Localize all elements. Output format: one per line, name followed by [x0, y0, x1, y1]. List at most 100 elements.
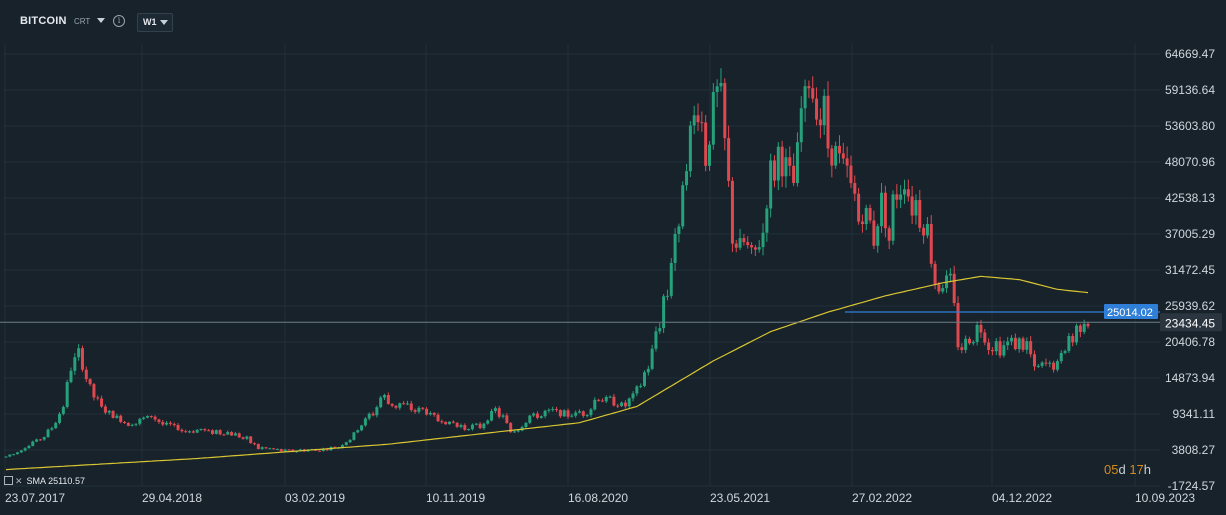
- chart-type-dropdown-icon[interactable]: [97, 18, 105, 23]
- candle: [73, 353, 77, 375]
- candle: [616, 403, 620, 409]
- candle: [50, 426, 54, 431]
- chart-type-selector[interactable]: CRT: [74, 17, 91, 26]
- candle: [54, 421, 58, 429]
- candle: [1078, 323, 1082, 338]
- candle: [145, 415, 149, 419]
- candle: [585, 414, 589, 418]
- candle: [902, 179, 906, 204]
- candle: [275, 448, 279, 450]
- candle: [883, 185, 887, 238]
- candle: [497, 405, 501, 419]
- candle: [600, 398, 604, 403]
- candle: [253, 442, 257, 446]
- y-tick-label: 48070.96: [1165, 155, 1215, 169]
- y-axis: 64669.47 59136.64 53603.80 48070.96 42538.13…: [1165, 47, 1215, 493]
- candle: [727, 125, 731, 187]
- candle: [998, 336, 1002, 359]
- candle: [723, 78, 727, 151]
- candle: [65, 379, 69, 409]
- candle: [570, 413, 574, 418]
- candle: [478, 422, 482, 430]
- info-icon[interactable]: i: [113, 15, 125, 27]
- candle: [822, 89, 826, 135]
- candle: [551, 406, 555, 412]
- horizontal-line-value: 25014.02: [1107, 307, 1153, 319]
- candle: [677, 223, 681, 243]
- candle: [417, 405, 421, 414]
- candle: [815, 87, 819, 126]
- y-tick-label: 53603.80: [1165, 119, 1215, 133]
- candle: [1036, 363, 1040, 368]
- candle: [463, 423, 467, 432]
- candle: [103, 404, 107, 415]
- candle: [126, 422, 130, 427]
- x-tick-label: 04.12.2022: [992, 491, 1052, 505]
- candle: [776, 142, 780, 191]
- candle: [612, 393, 616, 407]
- candle: [719, 68, 723, 92]
- candle: [665, 289, 669, 301]
- candle: [880, 183, 884, 233]
- candle: [1055, 359, 1059, 372]
- candle: [658, 322, 662, 335]
- candle: [440, 419, 444, 424]
- candle: [321, 447, 325, 452]
- candle: [650, 344, 654, 371]
- indicator-settings-icon[interactable]: [4, 476, 13, 485]
- candle: [111, 410, 115, 419]
- candle: [428, 411, 432, 416]
- candle: [513, 430, 517, 433]
- candle: [421, 406, 425, 411]
- candle: [38, 438, 42, 441]
- countdown-hours: 17: [1129, 462, 1144, 477]
- candle: [910, 185, 914, 225]
- horizontal-line-label: 25014.02: [1104, 304, 1158, 320]
- candle: [188, 430, 192, 434]
- candle: [811, 76, 815, 103]
- candle: [486, 419, 490, 425]
- candle: [482, 422, 486, 430]
- candle: [738, 228, 742, 251]
- candle: [761, 223, 765, 256]
- candle: [184, 429, 188, 433]
- candle: [635, 385, 639, 397]
- close-icon[interactable]: ✕: [15, 476, 23, 486]
- candle: [379, 395, 383, 409]
- period-selector[interactable]: W1: [137, 13, 173, 32]
- candle: [646, 365, 650, 376]
- sma-indicator-label: ✕ SMA 25110.57: [4, 476, 85, 487]
- candle: [348, 439, 352, 444]
- x-tick-label: 29.04.2018: [142, 491, 202, 505]
- candle: [100, 395, 104, 408]
- last-price-value: 23434.45: [1165, 316, 1215, 330]
- candle: [1075, 323, 1079, 346]
- symbol-name[interactable]: BITCOIN: [20, 15, 67, 27]
- candle: [12, 453, 16, 456]
- candle: [772, 155, 776, 188]
- candle: [130, 423, 134, 427]
- period-dropdown-icon[interactable]: [160, 20, 168, 25]
- candle: [578, 409, 581, 414]
- candle: [245, 435, 249, 441]
- candle: [115, 413, 119, 419]
- candle: [566, 408, 570, 419]
- candle: [23, 447, 27, 452]
- candle: [750, 242, 754, 254]
- candle: [31, 440, 35, 447]
- chart-toolbar: BITCOIN CRT i W1: [0, 0, 1226, 44]
- candle: [264, 446, 268, 450]
- candle: [941, 284, 945, 294]
- candle: [360, 424, 364, 432]
- candle: [413, 408, 417, 414]
- candle: [1029, 336, 1033, 358]
- candle: [180, 428, 184, 433]
- candle: [467, 428, 471, 431]
- candle: [222, 433, 226, 436]
- candle: [841, 142, 845, 165]
- candle: [1002, 340, 1006, 358]
- candle: [753, 244, 757, 256]
- candle: [505, 413, 509, 424]
- candle: [627, 397, 631, 409]
